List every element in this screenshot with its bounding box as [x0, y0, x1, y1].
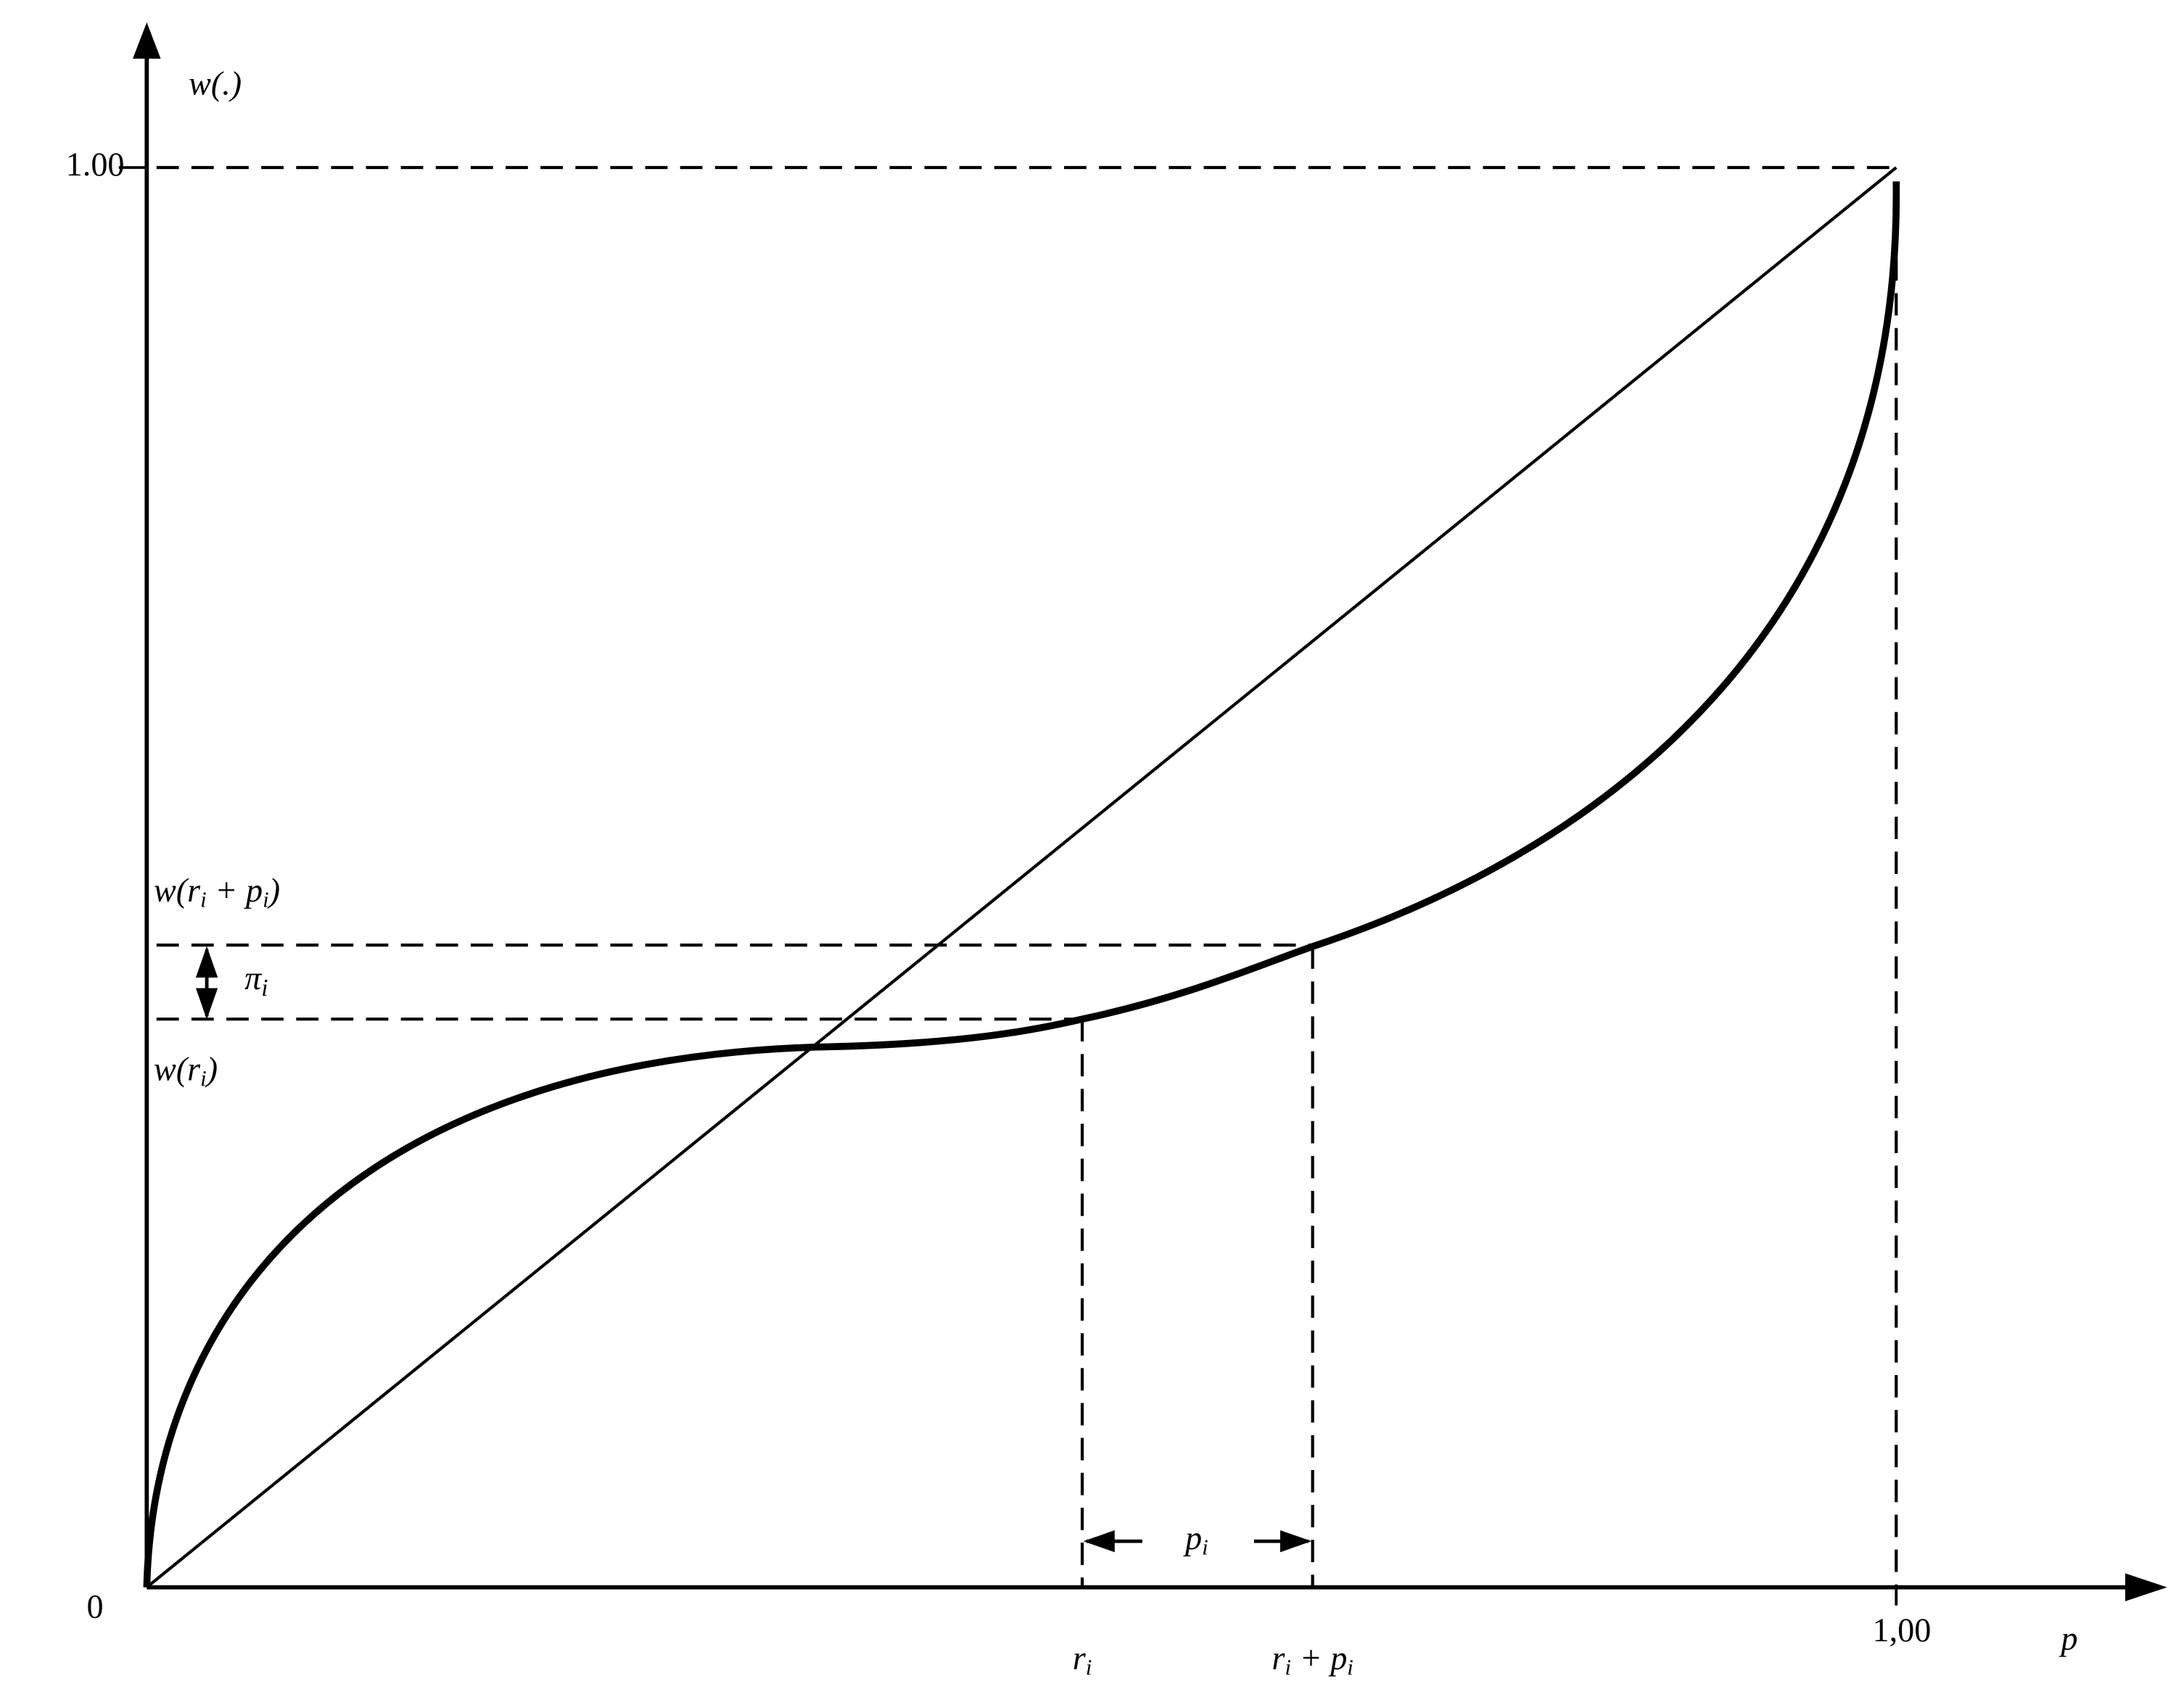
label-part: p	[1183, 1519, 1202, 1556]
label: πi	[244, 960, 268, 1002]
label-part: 0	[87, 1588, 104, 1625]
label: pi	[1183, 1519, 1208, 1560]
label: 1,00	[1873, 1611, 1932, 1648]
label-part: π	[244, 960, 263, 996]
label-part: w(r	[154, 872, 201, 909]
label-part: w(.)	[189, 65, 242, 102]
label-part: i	[261, 974, 268, 1001]
label: w(.)	[189, 65, 242, 102]
label: p	[2059, 1619, 2077, 1656]
diagonal-line	[145, 166, 1897, 1589]
weighting-curve	[143, 181, 1900, 1588]
label-part: + p	[1291, 1639, 1347, 1676]
label-part: + p	[207, 872, 263, 909]
label-part: 1.00	[66, 146, 125, 183]
label: ri	[1073, 1639, 1092, 1680]
y-axis-arrow	[133, 22, 161, 59]
label-part: )	[267, 872, 280, 909]
label: 0	[87, 1588, 104, 1625]
label: ri + pi	[1272, 1639, 1353, 1680]
label-part: i	[200, 887, 207, 912]
label-part: 1,00	[1873, 1611, 1932, 1648]
label-part: i	[1202, 1535, 1208, 1560]
label-part: i	[200, 1065, 207, 1091]
label-part: p	[2059, 1619, 2077, 1656]
label-part: i	[1285, 1654, 1291, 1680]
label-part: i	[1086, 1654, 1092, 1680]
label-part: i	[1347, 1654, 1353, 1680]
label-part: r	[1272, 1639, 1285, 1676]
label-part: w(r	[154, 1050, 201, 1087]
label-part: r	[1073, 1639, 1087, 1676]
label-part: )	[205, 1050, 218, 1087]
label: w(ri + pi)	[154, 872, 280, 912]
x-axis-arrow	[2125, 1573, 2167, 1601]
label: w(ri)	[154, 1050, 218, 1091]
label: 1.00	[66, 146, 125, 183]
label-part: i	[263, 887, 269, 912]
